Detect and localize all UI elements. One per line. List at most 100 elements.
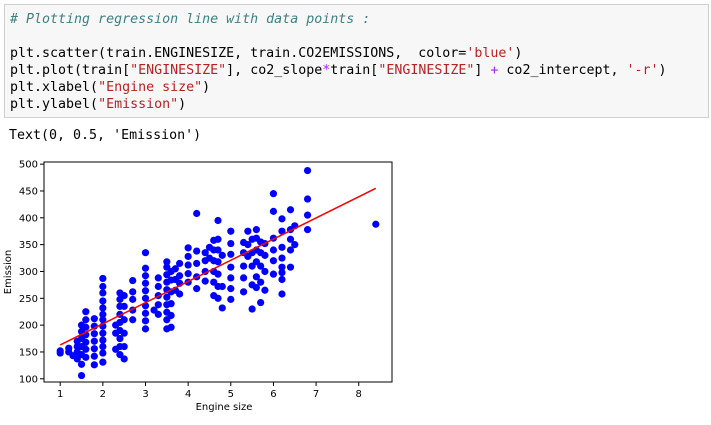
scatter-point xyxy=(163,293,171,301)
scatter-point xyxy=(90,345,98,353)
y-axis-label: Emission xyxy=(3,250,14,295)
code-line: plt.scatter(train.ENGINESIZE, train.CO2E… xyxy=(10,45,522,62)
plot-marks xyxy=(56,166,380,380)
plot-frame xyxy=(43,161,393,383)
code-token: ) xyxy=(202,80,211,95)
scatter-point xyxy=(193,259,201,268)
x-tick-label: 1 xyxy=(57,389,63,400)
code-token: plt.ylabel( xyxy=(10,97,99,112)
scatter-point xyxy=(261,286,269,294)
scatter-point xyxy=(244,227,252,235)
scatter-point xyxy=(303,226,312,234)
scatter-point xyxy=(193,247,201,255)
scatter-point xyxy=(82,316,90,324)
scatter-point xyxy=(120,302,128,310)
code-token: ) xyxy=(178,97,187,112)
scatter-point xyxy=(90,315,98,323)
scatter-point xyxy=(184,270,192,278)
scatter-point xyxy=(193,285,201,293)
scatter-point xyxy=(372,220,380,228)
scatter-point xyxy=(227,227,235,235)
scatter-point xyxy=(269,207,278,215)
y-tick-label: 100 xyxy=(19,374,38,385)
code-token: "Engine size" xyxy=(98,80,203,95)
scatter-point xyxy=(141,325,150,333)
regression-line xyxy=(59,187,377,346)
scatter-point xyxy=(278,227,286,235)
scatter-point xyxy=(269,257,278,265)
scatter-point xyxy=(167,323,175,331)
x-tick-label: 6 xyxy=(270,389,276,400)
scatter-point xyxy=(120,316,128,324)
scatter-point xyxy=(154,282,162,291)
scatter-point xyxy=(99,336,107,344)
scatter-point xyxy=(129,316,137,324)
scatter-point xyxy=(129,288,137,296)
scatter-point xyxy=(303,211,312,219)
scatter-point xyxy=(99,358,107,366)
scatter-point xyxy=(303,195,312,203)
scatter-point xyxy=(278,243,286,251)
code-line: # Plotting regression line with data poi… xyxy=(10,11,370,28)
scatter-point xyxy=(120,342,128,351)
scatter-point xyxy=(227,239,235,248)
y-tick-label: 450 xyxy=(19,186,38,197)
code-line: plt.plot(train["ENGINESIZE"], co2_slope*… xyxy=(10,62,667,79)
scatter-point xyxy=(141,317,150,325)
scatter-point xyxy=(141,279,150,287)
code-line: plt.ylabel("Emission") xyxy=(10,96,186,113)
code-token: plt.scatter(train.ENGINESIZE, train.CO2E… xyxy=(10,46,467,61)
x-tick-label: 3 xyxy=(142,389,148,400)
scatter-plot: 1 2 3 4 5 6 7 8 100 150 200 250 300 350 400 450 500 Eng… xyxy=(3,160,393,413)
scatter-point xyxy=(193,209,201,218)
x-tick-label: 5 xyxy=(228,389,234,400)
x-tick-label: 4 xyxy=(185,389,191,400)
scatter-point xyxy=(218,282,226,291)
scatter-point xyxy=(82,338,90,346)
scatter-point xyxy=(120,355,128,363)
scatter-point xyxy=(99,304,107,312)
scatter-point xyxy=(227,285,235,293)
scatter-point xyxy=(141,287,150,295)
x-axis-ticks: 1 2 3 4 5 6 7 8 xyxy=(57,382,362,400)
scatter-point xyxy=(99,282,107,291)
scatter-point xyxy=(252,273,260,281)
scatter-point xyxy=(141,272,150,280)
code-token: ) xyxy=(658,63,667,78)
scatter-point xyxy=(129,276,137,285)
scatter-point xyxy=(184,261,192,269)
scatter-point xyxy=(278,275,286,284)
code-cell[interactable]: # Plotting regression line with data poi… xyxy=(4,4,709,118)
scatter-point xyxy=(214,294,222,302)
y-tick-label: 250 xyxy=(19,294,38,305)
code-token: ) xyxy=(514,46,523,61)
scatter-point xyxy=(141,309,150,317)
scatter-point xyxy=(171,265,179,273)
scatter-point xyxy=(239,274,248,282)
scatter-point xyxy=(176,259,184,268)
scatter-point xyxy=(141,249,150,257)
code-token: ] xyxy=(474,63,491,78)
code-token: # Plotting regression line with data poi… xyxy=(10,12,371,27)
x-tick-label: 2 xyxy=(100,389,106,400)
scatter-point xyxy=(244,241,252,249)
scatter-point xyxy=(167,300,175,308)
scatter-point xyxy=(291,241,299,249)
scatter-point xyxy=(257,262,265,270)
code-token: plt.plot(train[ xyxy=(10,63,131,78)
code-token: train[ xyxy=(330,63,379,78)
code-token: plt.xlabel( xyxy=(10,80,99,95)
scatter-point xyxy=(269,190,278,198)
scatter-point xyxy=(269,246,278,254)
y-tick-label: 150 xyxy=(19,347,38,358)
scatter-point xyxy=(184,252,192,261)
scatter-point xyxy=(129,295,137,303)
y-tick-label: 350 xyxy=(19,240,38,251)
scatter-point xyxy=(120,292,128,300)
scatter-point xyxy=(82,345,90,353)
x-axis-label: Engine size xyxy=(196,402,253,413)
scatter-point xyxy=(82,323,90,331)
scatter-point xyxy=(90,337,98,345)
scatter-point xyxy=(286,235,295,243)
y-tick-label: 500 xyxy=(19,160,38,171)
